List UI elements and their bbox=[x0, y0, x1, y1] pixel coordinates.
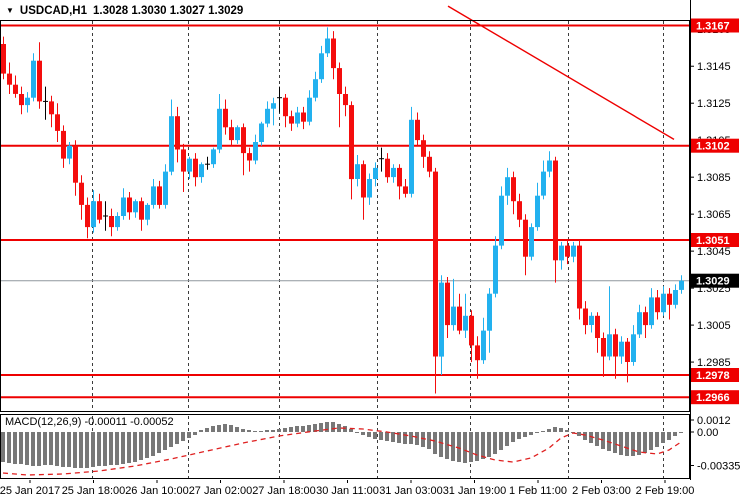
svg-text:1.3085: 1.3085 bbox=[697, 172, 731, 184]
svg-text:1.2966: 1.2966 bbox=[696, 392, 730, 404]
svg-text:-0.00335: -0.00335 bbox=[697, 461, 740, 473]
svg-text:0.0012: 0.0012 bbox=[697, 415, 731, 427]
time-axis: 25 Jan 2017 25 Jan 18:00 26 Jan 10:00 27 Ja… bbox=[0, 480, 694, 497]
svg-text:31 Jan 19:00: 31 Jan 19:00 bbox=[443, 485, 507, 497]
macd-histogram bbox=[1, 422, 683, 468]
macd-indicator-label: MACD(12,26,9) -0.00011 -0.00052 bbox=[5, 416, 174, 428]
svg-text:1.3029: 1.3029 bbox=[696, 276, 730, 288]
svg-text:27 Jan 18:00: 27 Jan 18:00 bbox=[252, 485, 316, 497]
macd-signal-line bbox=[2, 427, 682, 476]
svg-text:1.3045: 1.3045 bbox=[697, 246, 731, 258]
svg-text:1.3065: 1.3065 bbox=[697, 209, 731, 221]
candles bbox=[1, 27, 684, 394]
svg-text:1.3167: 1.3167 bbox=[696, 21, 730, 33]
svg-text:2 Feb 03:00: 2 Feb 03:00 bbox=[572, 485, 631, 497]
svg-text:26 Jan 10:00: 26 Jan 10:00 bbox=[125, 485, 189, 497]
pane-borders bbox=[0, 0, 691, 480]
svg-text:1 Feb 11:00: 1 Feb 11:00 bbox=[509, 485, 567, 497]
svg-text:25 Jan 18:00: 25 Jan 18:00 bbox=[62, 485, 126, 497]
svg-text:25 Jan 2017: 25 Jan 2017 bbox=[0, 485, 60, 497]
chevron-down-icon[interactable]: ▼ bbox=[6, 6, 14, 15]
svg-text:1.2978: 1.2978 bbox=[696, 370, 730, 382]
svg-text:0.00: 0.00 bbox=[697, 427, 718, 439]
chart-titlebar: ▼ USDCAD,H1 1.3028 1.3030 1.3027 1.3029 bbox=[6, 3, 243, 19]
svg-text:1.3005: 1.3005 bbox=[697, 320, 731, 332]
svg-text:31 Jan 03:00: 31 Jan 03:00 bbox=[379, 485, 443, 497]
svg-text:27 Jan 02:00: 27 Jan 02:00 bbox=[189, 485, 253, 497]
svg-text:1.3051: 1.3051 bbox=[696, 235, 730, 247]
svg-text:1.2985: 1.2985 bbox=[697, 357, 731, 369]
support-resistance-lines[interactable] bbox=[1, 24, 689, 399]
svg-text:1.3125: 1.3125 bbox=[697, 98, 731, 110]
svg-text:1.3145: 1.3145 bbox=[697, 61, 731, 73]
price-labels: 1.3167 1.3102 1.3051 1.2978 1.2966 1.3029 bbox=[691, 18, 739, 405]
svg-text:1.3102: 1.3102 bbox=[696, 141, 730, 153]
svg-text:2 Feb 19:00: 2 Feb 19:00 bbox=[636, 485, 695, 497]
time-gridlines bbox=[92, 21, 664, 478]
chart-ohlc-quotes: 1.3028 1.3030 1.3027 1.3029 bbox=[93, 5, 244, 17]
price-axis: 1.31651.31451.31251.31051.30851.30651.30… bbox=[690, 24, 740, 473]
trendline[interactable] bbox=[447, 5, 675, 141]
svg-text:30 Jan 11:00: 30 Jan 11:00 bbox=[316, 485, 379, 497]
chart-symbol-timeframe: USDCAD,H1 bbox=[19, 5, 88, 17]
